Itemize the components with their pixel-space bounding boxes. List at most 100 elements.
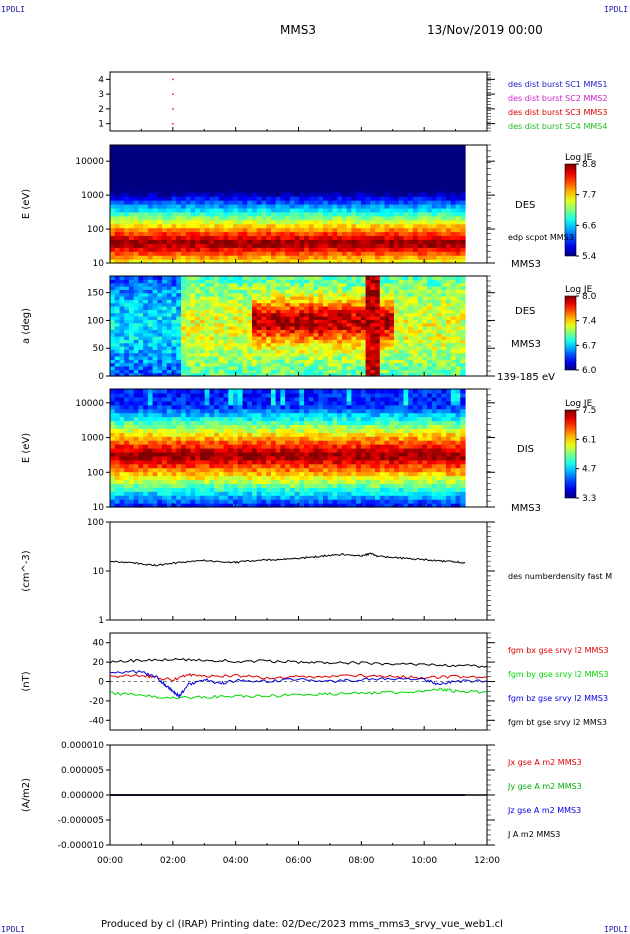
panel-frame: [109, 71, 488, 132]
heatmap-cell: [341, 156, 348, 162]
heatmap-cell: [422, 188, 428, 193]
heatmap-cell: [394, 332, 400, 337]
heatmap-cell: [204, 184, 211, 189]
heatmap-cell: [228, 152, 234, 158]
heatmap-cell: [157, 372, 163, 377]
heatmap-cell: [143, 329, 149, 334]
heatmap-cell: [408, 196, 414, 201]
heatmap-cell: [370, 200, 376, 205]
heatmap-cell: [332, 369, 338, 374]
heatmap-cell: [233, 276, 239, 280]
heatmap-cell: [261, 247, 267, 252]
heatmap-cell: [171, 231, 177, 237]
heatmap-cell: [427, 251, 433, 256]
heatmap-cell: [337, 145, 343, 150]
heatmap-cell: [337, 215, 343, 221]
heatmap-cell: [280, 306, 286, 310]
heatmap-cell: [323, 332, 329, 337]
heatmap-cell: [152, 326, 158, 330]
heatmap-cell: [143, 332, 149, 337]
heatmap-cell: [285, 176, 291, 181]
heatmap-cell: [280, 349, 286, 354]
heatmap-cell: [431, 369, 438, 374]
heatmap-cell: [375, 299, 381, 304]
heatmap-cell: [270, 239, 277, 244]
heatmap-cell: [304, 215, 310, 221]
heatmap-cell: [218, 231, 225, 237]
heatmap-cell: [460, 259, 466, 264]
heatmap-cell: [441, 302, 447, 307]
heatmap-cell: [394, 152, 400, 158]
heatmap-cell: [110, 227, 116, 233]
heatmap-cell: [185, 227, 192, 233]
heatmap-cell: [341, 247, 348, 252]
heatmap-cell: [270, 309, 277, 314]
heatmap-cell: [204, 322, 211, 327]
heatmap-cell: [214, 180, 220, 185]
heatmap-cell: [190, 148, 196, 154]
heatmap-cell: [162, 251, 168, 256]
heatmap-cell: [162, 339, 168, 344]
heatmap-cell: [394, 336, 400, 340]
heatmap-cell: [190, 152, 196, 158]
heatmap-cell: [408, 207, 414, 213]
heatmap-cell: [313, 282, 319, 287]
heatmap-cell: [417, 289, 424, 294]
heatmap-cell: [252, 235, 258, 240]
heatmap-cell: [128, 302, 135, 307]
heatmap-cell: [128, 200, 135, 205]
heatmap-cell: [233, 243, 239, 248]
heatmap-cell: [450, 251, 457, 256]
heatmap-cell: [143, 215, 149, 221]
heatmap-cell: [275, 231, 282, 237]
heatmap-cell: [285, 349, 291, 354]
heatmap-cell: [318, 366, 324, 370]
heatmap-cell: [209, 372, 215, 377]
heatmap-cell: [157, 475, 163, 481]
heatmap-cell: [138, 188, 144, 193]
heatmap-cell: [412, 184, 419, 189]
heatmap-cell: [422, 359, 428, 364]
heatmap-cell: [280, 339, 286, 344]
heatmap-cell: [152, 359, 158, 364]
heatmap-cell: [446, 227, 452, 233]
heatmap-cell: [171, 309, 177, 314]
heatmap-cell: [209, 219, 215, 225]
heatmap-cell: [199, 316, 206, 320]
heatmap-cell: [242, 219, 248, 225]
heatmap-cell: [190, 164, 196, 170]
heatmap-cell: [256, 215, 263, 221]
heatmap-cell: [460, 211, 466, 217]
heatmap-cell: [195, 349, 201, 354]
heatmap-cell: [431, 349, 438, 354]
heatmap-cell: [124, 306, 130, 310]
heatmap-cell: [370, 299, 376, 304]
heatmap-cell: [422, 145, 428, 150]
heatmap-cell: [455, 145, 461, 150]
heatmap-cell: [408, 332, 414, 337]
heatmap-cell: [403, 316, 409, 320]
heatmap-cell: [427, 259, 433, 264]
heatmap-cell: [422, 342, 428, 347]
heatmap-cell: [199, 299, 206, 304]
heatmap-cell: [256, 235, 263, 240]
heatmap-cell: [460, 302, 466, 307]
heatmap-cell: [323, 152, 329, 158]
heatmap-cell: [285, 332, 291, 337]
heatmap-cell: [356, 346, 362, 350]
heatmap-cell: [323, 145, 329, 150]
heatmap-cell: [299, 192, 305, 197]
heatmap-cell: [181, 247, 187, 252]
heatmap-cell: [247, 276, 253, 280]
heatmap-cell: [256, 196, 263, 201]
heatmap-cell: [337, 172, 343, 178]
heatmap-cell: [261, 148, 267, 154]
heatmap-cell: [199, 356, 206, 360]
heatmap-cell: [436, 276, 442, 280]
heatmap-cell: [346, 152, 353, 158]
heatmap-cell: [289, 336, 296, 340]
heatmap-cell: [218, 164, 225, 170]
colorbar-tick-label: 6.0: [582, 366, 597, 376]
heatmap-cell: [446, 356, 452, 360]
heatmap-cell: [190, 188, 196, 193]
